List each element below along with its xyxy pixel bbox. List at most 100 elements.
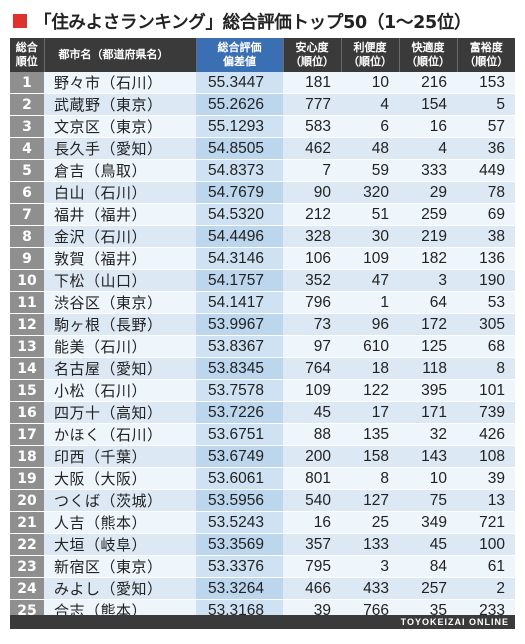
table-row: 21 人吉（熊本） 53.5243 16 25 349 721 [10, 511, 515, 534]
city-name-cell: 人吉（熊本） [44, 511, 196, 534]
rank-cell: 23 [10, 555, 44, 578]
score-cell: 53.7226 [196, 401, 283, 424]
city-name-cell: 下松（山口） [44, 269, 196, 292]
table-row: 1 野々市（石川） 55.3447 181 10 216 153 [10, 72, 515, 94]
table-row: 12 駒ヶ根（長野） 53.9967 73 96 172 305 [10, 313, 515, 336]
comfort-rank-cell: 171 [399, 401, 457, 424]
affluence-rank-cell: 78 [457, 181, 515, 204]
comfort-rank-cell: 395 [399, 379, 457, 402]
safety-rank-cell: 73 [283, 313, 341, 336]
safety-rank-cell: 109 [283, 379, 341, 402]
column-header-comfort[interactable]: 快適度 （順位） [399, 38, 458, 72]
table-row: 5 倉吉（鳥取） 54.8373 7 59 333 449 [10, 159, 515, 182]
city-name-cell: 敦賀（福井） [44, 247, 196, 270]
column-header-rank[interactable]: 総合 順位 [10, 38, 45, 72]
convenience-rank-cell: 109 [341, 247, 399, 270]
table-header-row: 総合 順位 都市名（都道府県名） 総合評価 偏差値 安心度 （順位） 利便度 （順位） … [10, 38, 515, 72]
convenience-rank-cell: 8 [341, 467, 399, 490]
table-row: 11 渋谷区（東京） 54.1417 796 1 64 53 [10, 291, 515, 314]
affluence-rank-cell: 13 [457, 489, 515, 512]
city-name-cell: 能美（石川） [44, 335, 196, 358]
comfort-rank-cell: 16 [399, 115, 457, 138]
affluence-rank-cell: 53 [457, 291, 515, 314]
score-cell: 54.4496 [196, 225, 283, 248]
rank-cell: 21 [10, 511, 44, 534]
table-row: 8 金沢（石川） 54.4496 328 30 219 38 [10, 225, 515, 248]
convenience-rank-cell: 6 [341, 115, 399, 138]
city-name-cell: 名古屋（愛知） [44, 357, 196, 380]
city-name-cell: 文京区（東京） [44, 115, 196, 138]
convenience-rank-cell: 122 [341, 379, 399, 402]
ranking-table-container: 総合 順位 都市名（都道府県名） 総合評価 偏差値 安心度 （順位） 利便度 （順位） … [10, 38, 515, 622]
score-cell: 53.6749 [196, 445, 283, 468]
rank-cell: 1 [10, 72, 44, 94]
rank-cell: 2 [10, 93, 44, 116]
city-name-cell: 武蔵野（東京） [44, 93, 196, 116]
affluence-rank-cell: 449 [457, 159, 515, 182]
city-name-cell: 駒ヶ根（長野） [44, 313, 196, 336]
rank-cell: 4 [10, 137, 44, 160]
rank-cell: 5 [10, 159, 44, 182]
affluence-rank-cell: 190 [457, 269, 515, 292]
rank-cell: 8 [10, 225, 44, 248]
safety-rank-cell: 7 [283, 159, 341, 182]
safety-rank-cell: 106 [283, 247, 341, 270]
table-row: 22 大垣（岐阜） 53.3569 357 133 45 100 [10, 533, 515, 556]
comfort-rank-cell: 154 [399, 93, 457, 116]
comfort-rank-cell: 219 [399, 225, 457, 248]
safety-rank-cell: 16 [283, 511, 341, 534]
affluence-rank-cell: 305 [457, 313, 515, 336]
table-row: 7 福井（福井） 54.5320 212 51 259 69 [10, 203, 515, 226]
affluence-rank-cell: 2 [457, 577, 515, 600]
comfort-rank-cell: 216 [399, 72, 457, 94]
comfort-rank-cell: 118 [399, 357, 457, 380]
score-cell: 54.8373 [196, 159, 283, 182]
score-cell: 54.1757 [196, 269, 283, 292]
convenience-rank-cell: 47 [341, 269, 399, 292]
safety-rank-cell: 90 [283, 181, 341, 204]
safety-rank-cell: 181 [283, 72, 341, 94]
city-name-cell: つくば（茨城） [44, 489, 196, 512]
rank-cell: 6 [10, 181, 44, 204]
score-cell: 53.5243 [196, 511, 283, 534]
ranking-table: 総合 順位 都市名（都道府県名） 総合評価 偏差値 安心度 （順位） 利便度 （順位） … [10, 38, 515, 622]
score-cell: 54.1417 [196, 291, 283, 314]
table-row: 18 印西（千葉） 53.6749 200 158 143 108 [10, 445, 515, 468]
rank-cell: 13 [10, 335, 44, 358]
score-cell: 53.8345 [196, 357, 283, 380]
city-name-cell: 金沢（石川） [44, 225, 196, 248]
convenience-rank-cell: 133 [341, 533, 399, 556]
rank-cell: 18 [10, 445, 44, 468]
column-header-safety[interactable]: 安心度 （順位） [283, 38, 342, 72]
convenience-rank-cell: 610 [341, 335, 399, 358]
rank-cell: 14 [10, 357, 44, 380]
score-cell: 54.7679 [196, 181, 283, 204]
convenience-rank-cell: 18 [341, 357, 399, 380]
city-name-cell: 小松（石川） [44, 379, 196, 402]
affluence-rank-cell: 36 [457, 137, 515, 160]
table-row: 6 白山（石川） 54.7679 90 320 29 78 [10, 181, 515, 204]
safety-rank-cell: 97 [283, 335, 341, 358]
table-row: 14 名古屋（愛知） 53.8345 764 18 118 8 [10, 357, 515, 380]
comfort-rank-cell: 349 [399, 511, 457, 534]
score-cell: 55.1293 [196, 115, 283, 138]
column-header-convenience[interactable]: 利便度 （順位） [341, 38, 400, 72]
column-header-city[interactable]: 都市名（都道府県名） [44, 38, 197, 72]
rank-cell: 9 [10, 247, 44, 270]
rank-cell: 17 [10, 423, 44, 446]
score-cell: 53.6061 [196, 467, 283, 490]
safety-rank-cell: 796 [283, 291, 341, 314]
column-header-score[interactable]: 総合評価 偏差値 [196, 38, 284, 72]
table-row: 13 能美（石川） 53.8367 97 610 125 68 [10, 335, 515, 358]
city-name-cell: 大阪（大阪） [44, 467, 196, 490]
affluence-rank-cell: 57 [457, 115, 515, 138]
affluence-rank-cell: 39 [457, 467, 515, 490]
convenience-rank-cell: 4 [341, 93, 399, 116]
convenience-rank-cell: 158 [341, 445, 399, 468]
score-cell: 53.3569 [196, 533, 283, 556]
comfort-rank-cell: 172 [399, 313, 457, 336]
safety-rank-cell: 45 [283, 401, 341, 424]
city-name-cell: 四万十（高知） [44, 401, 196, 424]
column-header-affluence[interactable]: 富裕度 （順位） [457, 38, 515, 72]
comfort-rank-cell: 29 [399, 181, 457, 204]
